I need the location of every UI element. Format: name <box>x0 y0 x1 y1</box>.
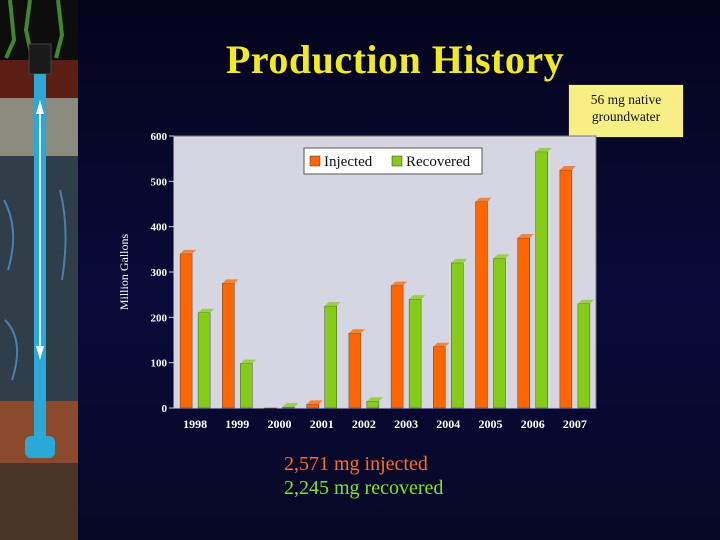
legend-label-injected: Injected <box>324 154 373 170</box>
bar-top-injected-1998 <box>180 249 197 254</box>
bar-recovered-2007 <box>577 303 591 409</box>
bar-recovered-2006 <box>535 151 548 409</box>
legend-swatch-injected <box>309 155 321 167</box>
plot-area <box>173 135 597 409</box>
y-tick-label: 100 <box>151 358 168 370</box>
groundwater-callout: 56 mg native groundwater <box>568 84 684 138</box>
y-tick-label: 500 <box>151 176 168 188</box>
bar-top-injected-2003 <box>391 281 408 286</box>
x-tick-label: 1998 <box>183 417 207 431</box>
bar-injected-2005 <box>475 201 488 409</box>
y-tick-label: 0 <box>162 403 168 415</box>
y-axis-label: Million Gallons <box>117 234 131 311</box>
x-tick-label: 2004 <box>436 417 460 431</box>
well-illustration <box>0 0 78 540</box>
legend-label-recovered: Recovered <box>406 154 471 170</box>
bar-top-recovered-2007 <box>577 299 594 304</box>
x-tick-label: 2001 <box>310 417 334 431</box>
bar-top-recovered-2005 <box>493 254 510 259</box>
bar-recovered-2002 <box>366 401 380 409</box>
bar-recovered-2005 <box>493 258 506 409</box>
bar-top-recovered-2004 <box>451 258 468 263</box>
bar-top-injected-2001 <box>306 400 323 405</box>
x-tick-label: 2005 <box>479 417 503 431</box>
bar-top-recovered-2000 <box>282 403 299 408</box>
bar-top-recovered-2002 <box>366 397 383 402</box>
summary: 2,571 mg injected 2,245 mg recovered <box>284 452 443 500</box>
bar-recovered-1998 <box>197 312 211 409</box>
bar-recovered-2004 <box>451 262 464 409</box>
bar-recovered-2003 <box>408 298 422 409</box>
bar-injected-1998 <box>179 253 193 409</box>
bar-injected-2006 <box>517 237 530 409</box>
bar-injected-2000 <box>264 407 277 409</box>
bar-top-injected-1999 <box>222 279 239 284</box>
bar-top-recovered-2006 <box>535 147 552 152</box>
x-tick-label: 2007 <box>563 417 587 431</box>
bar-injected-2001 <box>306 404 319 409</box>
bar-top-injected-2007 <box>559 166 576 170</box>
bar-top-recovered-2003 <box>409 295 426 300</box>
bar-top-injected-2006 <box>517 234 534 238</box>
y-tick-label: 600 <box>151 131 168 143</box>
callout-line-1: 56 mg native <box>590 92 662 107</box>
bar-recovered-2001 <box>324 305 337 409</box>
bar-injected-2003 <box>390 285 404 409</box>
x-tick-label: 1999 <box>225 417 249 431</box>
bar-injected-1999 <box>222 283 235 409</box>
x-tick-label: 2000 <box>268 417 292 431</box>
bar-injected-2004 <box>433 346 446 409</box>
slide-title: Production History <box>225 37 565 82</box>
bar-recovered-2000 <box>282 406 295 409</box>
bar-top-injected-2002 <box>348 329 365 334</box>
callout-line-2: groundwater <box>591 109 661 124</box>
bar-top-injected-2004 <box>433 342 450 347</box>
summary-injected: 2,571 mg injected <box>284 453 428 475</box>
x-tick-label: 2003 <box>394 417 418 431</box>
bar-top-injected-2005 <box>475 197 492 202</box>
bar-injected-2007 <box>559 169 573 409</box>
y-tick-label: 200 <box>151 312 168 324</box>
bar-top-recovered-1998 <box>198 308 215 313</box>
x-tick-label: 2006 <box>521 417 545 431</box>
bar-top-recovered-1999 <box>240 359 257 364</box>
summary-recovered: 2,245 mg recovered <box>284 477 444 499</box>
x-tick-label: 2002 <box>352 417 376 431</box>
legend-swatch-recovered <box>391 155 403 167</box>
bar-injected-2002 <box>348 332 362 409</box>
production-bar-chart: 0 100 200 300 400 500 600 Million Gallons 1998 19… <box>117 131 597 431</box>
y-tick-label: 400 <box>151 222 168 234</box>
bar-recovered-1999 <box>240 363 253 409</box>
bar-top-recovered-2001 <box>324 302 341 306</box>
y-tick-label: 300 <box>151 267 168 279</box>
